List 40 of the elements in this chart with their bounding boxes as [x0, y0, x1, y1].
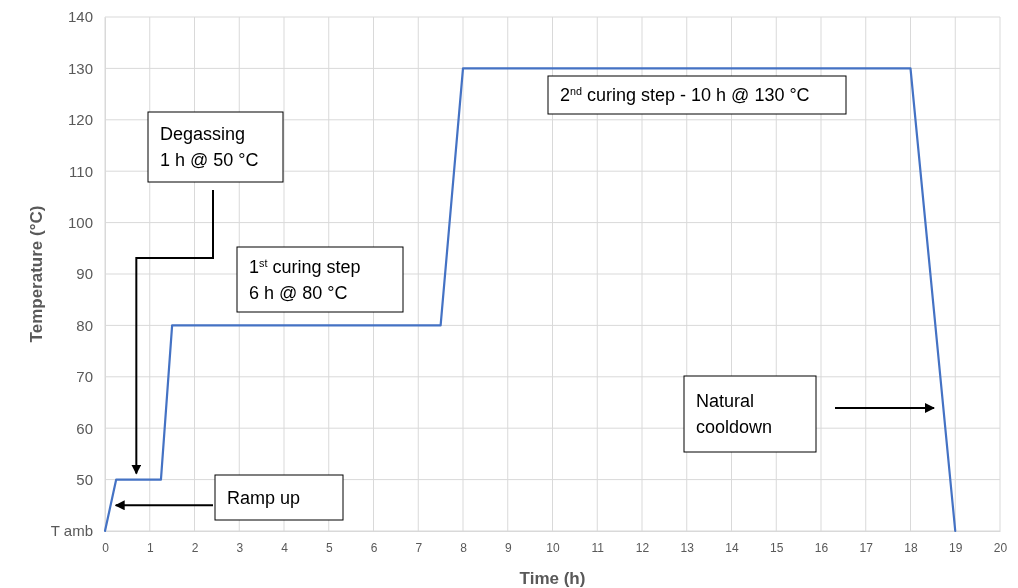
x-tick-label: 20 [993, 540, 1008, 555]
annotation: Degassing 1 h @ 50 °C [160, 124, 259, 170]
x-tick-label: 12 [635, 540, 650, 555]
x-tick-label: 8 [460, 540, 468, 555]
y-tick-label: 90 [76, 265, 93, 283]
y-tick-label: 120 [67, 111, 93, 129]
y-tick-label: 80 [76, 316, 93, 334]
x-tick-label: 15 [770, 540, 784, 555]
annotation: 2$^{nd}$ curing step - 10 h @ 130 °C [560, 85, 810, 105]
y-tick-label: 130 [67, 59, 93, 77]
line-series [103, 67, 957, 533]
annotation: Natural cooldown [696, 391, 773, 437]
y-tick-label: 70 [76, 368, 93, 386]
x-tick-label: 17 [859, 540, 874, 555]
y-tick-label: T amb [50, 522, 93, 540]
x-tick-label: 14 [725, 540, 739, 555]
x-tick-label: 11 [591, 540, 605, 555]
x-tick-label: 5 [325, 540, 333, 555]
y-tick-label: 110 [69, 162, 93, 180]
x-tick-label: 18 [904, 540, 918, 555]
annotation: Ramp up [227, 487, 301, 508]
annotation: 1$^{st}$ curing step 6 h @ 80 °C [249, 256, 361, 303]
x-tick-label: 3 [236, 540, 244, 555]
x-axis-title: Time (h) [519, 569, 586, 588]
x-tick-label: 1 [146, 540, 154, 555]
y-tick-label: 140 [67, 8, 93, 26]
x-tick-label: 19 [949, 540, 963, 555]
y-tick-label: 100 [67, 213, 93, 231]
x-tick-label: 4 [281, 540, 289, 555]
x-tick-label: 2 [191, 540, 199, 555]
y-tick-label: 60 [76, 419, 93, 437]
y-tick-label: 50 [76, 470, 93, 488]
y-axis-title: Temperature (°C) [27, 205, 46, 343]
x-tick-label: 10 [546, 540, 560, 555]
x-tick-label: 13 [680, 540, 695, 555]
x-tick-label: 0 [102, 540, 110, 555]
x-tick-label: 7 [415, 540, 423, 555]
x-tick-label: 6 [370, 540, 378, 555]
x-tick-label: 16 [814, 540, 829, 555]
x-tick-label: 9 [504, 540, 512, 555]
